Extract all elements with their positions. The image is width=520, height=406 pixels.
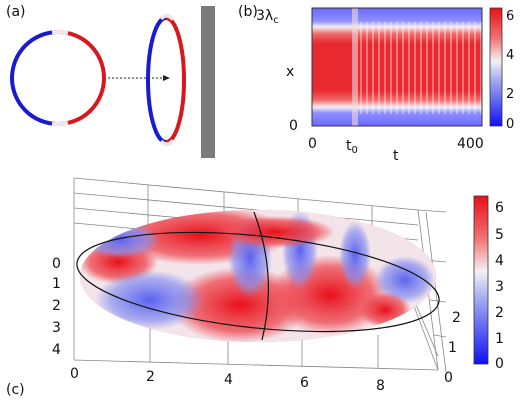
panel-c-y-ticks: 0 1 2 3 4: [52, 256, 61, 358]
transform-arrow: [108, 75, 170, 81]
y-zero-label: 0: [289, 118, 298, 134]
panel-c-z-ticks: 2 1 0: [444, 310, 461, 386]
colorbar-c: [473, 195, 489, 365]
ring-ellipse: [146, 13, 186, 147]
heatmap: [311, 7, 483, 127]
cbar-c-tick: 6: [495, 200, 504, 216]
z-tick: 0: [444, 370, 453, 386]
cbar-b-tick: 4: [506, 48, 514, 63]
panel-b-label: (b): [238, 4, 258, 20]
cbar-b-tick: 6: [506, 9, 514, 24]
y-tick: 3: [52, 320, 61, 336]
x-tick: 8: [376, 378, 385, 394]
x-tick-t0: t0: [346, 138, 358, 156]
x-tick: 2: [146, 369, 155, 385]
panel-c-label: (c): [6, 382, 25, 398]
y-tick: 1: [52, 276, 61, 292]
x-tick: 4: [224, 372, 233, 388]
z-tick: 1: [448, 340, 457, 356]
panel-c-x-ticks: 0 2 4 6 8: [70, 366, 385, 394]
cbar-c-tick: 4: [495, 253, 504, 269]
cbar-c-tick: 1: [495, 331, 504, 347]
x-tick: 6: [300, 375, 309, 391]
wall: [201, 6, 215, 158]
colorbar-c-ticks: 6 5 4 3 2 1 0: [495, 200, 504, 372]
ring-circle: [10, 29, 106, 127]
x-tick: 0: [70, 366, 79, 382]
x-axis-label: t: [393, 148, 399, 164]
y-top-label: 3λc: [256, 8, 279, 26]
panel-a-label: (a): [6, 4, 26, 20]
cbar-c-tick: 5: [495, 227, 504, 243]
y-axis-label: x: [286, 64, 294, 80]
cbar-b-tick: 0: [506, 117, 514, 132]
cbar-c-tick: 0: [495, 356, 504, 372]
colorbar-b: [489, 7, 503, 127]
x-tick-0: 0: [308, 136, 317, 152]
y-tick: 2: [52, 298, 61, 314]
x-tick-400: 400: [457, 136, 484, 152]
ellipsoid-surface: [76, 210, 440, 342]
colorbar-b-ticks: 6 4 2 0: [506, 9, 514, 132]
cbar-c-tick: 2: [495, 305, 504, 321]
y-tick: 0: [52, 256, 61, 272]
z-tick: 2: [452, 310, 461, 326]
cbar-c-tick: 3: [495, 279, 504, 295]
y-tick: 4: [52, 342, 61, 358]
cbar-b-tick: 2: [506, 87, 514, 102]
